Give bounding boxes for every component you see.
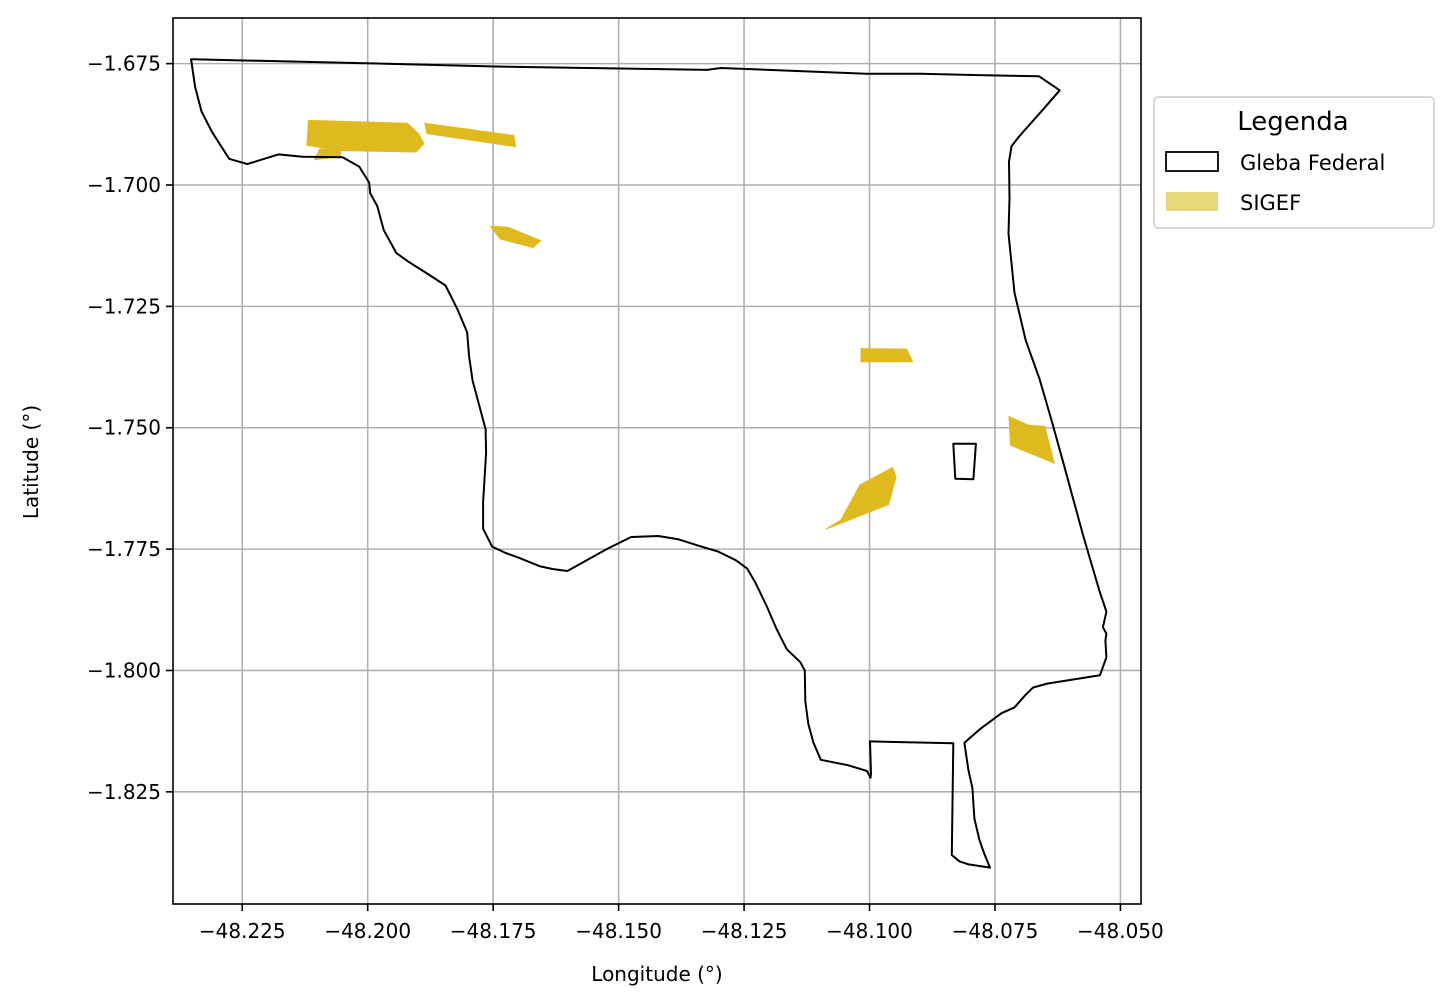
x-tick-label: −48.175 [450,919,537,943]
x-tick-label: −48.225 [199,919,286,943]
legend-title: Legenda [1237,107,1348,137]
sigef-parcel [306,119,425,153]
sigef-parcel [424,122,517,148]
y-tick-label: −1.750 [87,416,161,440]
grid-lines [173,18,1141,904]
y-tick-label: −1.675 [87,52,161,76]
x-tick-label: −48.200 [324,919,411,943]
y-tick-label: −1.700 [87,173,161,197]
legend-frame [1153,96,1435,229]
y-axis-ticks: −1.675 −1.700 −1.725 −1.750 −1.775 −1.800 −1.8… [87,52,173,804]
gleba-federal-boundary [952,442,977,481]
legend-label-gleba-federal: Gleba Federal [1240,151,1385,175]
sigef-parcel [825,466,897,530]
x-tick-label: −48.050 [1077,919,1164,943]
sigef-parcel [489,225,542,249]
y-axis-label: Latitude (°) [19,405,43,519]
y-tick-label: −1.725 [87,294,161,318]
x-axis-ticks: −48.225 −48.200 −48.175 −48.150 −48.125 −48.1… [199,904,1164,943]
plot-frame [172,17,1142,905]
x-tick-label: −48.100 [826,919,913,943]
sigef-parcel [860,348,914,363]
gleba-federal-boundary [190,58,1108,869]
x-tick-label: −48.075 [952,919,1039,943]
legend-swatch-sigef [1166,192,1218,211]
y-tick-label: −1.825 [87,780,161,804]
y-tick-label: −1.775 [87,537,161,561]
sigef-parcel [1008,415,1055,465]
gleba-federal-layer [190,58,1108,869]
legend-label-sigef: SIGEF [1240,191,1301,215]
x-tick-label: −48.125 [701,919,788,943]
y-tick-label: −1.800 [87,658,161,682]
legend: Legenda Gleba Federal SIGEF [1153,96,1435,229]
x-tick-label: −48.150 [575,919,662,943]
x-axis-label: Longitude (°) [591,962,722,986]
legend-swatch-gleba-federal [1165,151,1219,172]
